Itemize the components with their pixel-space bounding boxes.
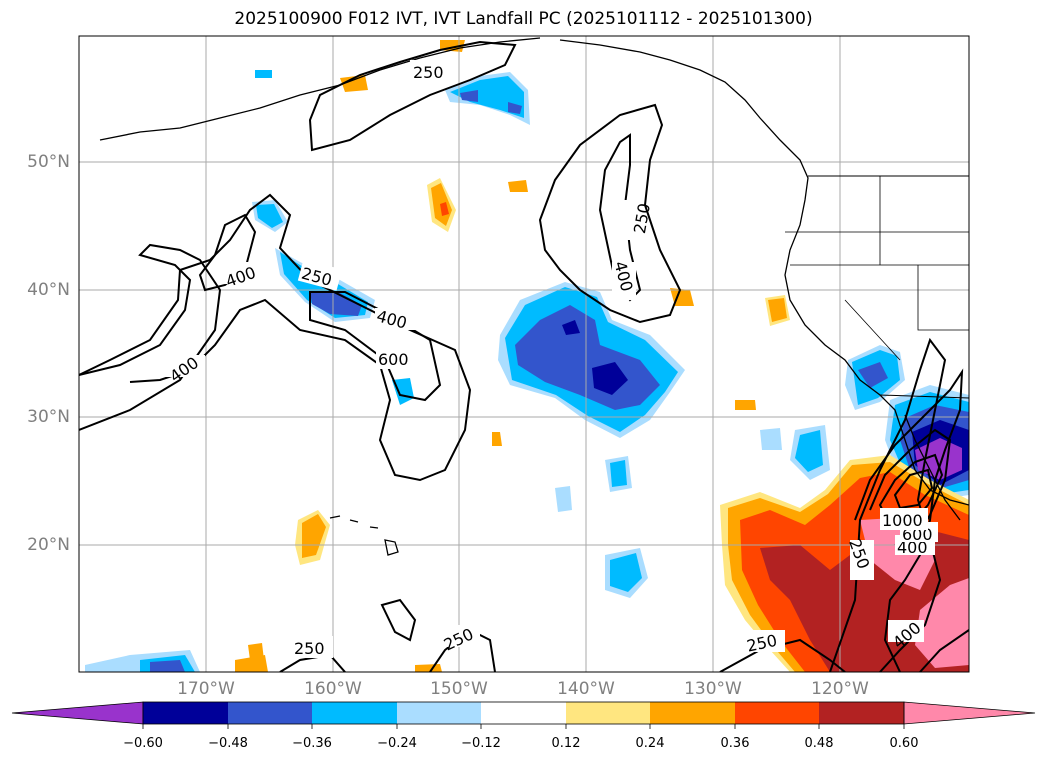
negative-pc-region-small-6-blue xyxy=(150,660,185,672)
state-borders xyxy=(785,176,969,361)
shaded-pc-field xyxy=(85,40,969,672)
colorbar-outline xyxy=(142,701,905,725)
positive-pc-region-11 xyxy=(248,643,264,660)
negative-pc-region-north-blue xyxy=(460,90,522,114)
ivt-contour-250-central xyxy=(538,103,682,324)
positive-pc-region-1-red xyxy=(440,202,449,216)
negative-pc-region-coast-blue xyxy=(858,362,888,388)
lon-label-120w: 120°W xyxy=(811,679,869,699)
contour-label-1000: 1000 xyxy=(882,511,923,530)
negative-pc-region-nw-cyan xyxy=(256,204,283,228)
colorbar-tick-5: −0.12 xyxy=(461,736,501,751)
lat-label-30n: 30°N xyxy=(27,407,70,427)
positive-pc-region-12 xyxy=(492,432,502,446)
colorbar-bin-navy xyxy=(143,702,228,724)
ivt-contours xyxy=(79,40,969,672)
colorbar-bin-yellow xyxy=(566,702,650,724)
colorbar-bin-blue xyxy=(228,702,312,724)
colorbar-bin-cyan xyxy=(312,702,397,724)
colorbar-tick-10: 0.60 xyxy=(889,736,919,751)
ivt-contour-600-west xyxy=(309,291,442,402)
contour-label-250-e: 250 xyxy=(294,639,325,658)
colorbar xyxy=(11,701,1036,729)
colorbar-tick-8: 0.36 xyxy=(720,736,750,751)
lat-label-40n: 40°N xyxy=(27,280,70,300)
colorbar-tick-1: −0.60 xyxy=(123,736,163,751)
colorbar-extend-high xyxy=(903,701,1036,725)
negative-pc-region-small-2-cyan xyxy=(795,430,823,472)
positive-pc-region-5 xyxy=(508,180,528,192)
lon-label-160w: 160°W xyxy=(304,679,362,699)
positive-pc-region-6 xyxy=(735,400,756,410)
ivt-contour-250-east xyxy=(829,337,947,672)
contour-label-250-a: 250 xyxy=(413,63,444,82)
colorbar-extend-low xyxy=(11,701,144,725)
ivt-contour-250-north xyxy=(308,40,517,152)
ivt-contour-250-south xyxy=(380,598,417,642)
colorbar-tick-4: −0.24 xyxy=(377,736,417,751)
negative-pc-region-west-blue xyxy=(310,292,362,316)
contour-label-400-e: 400 xyxy=(897,538,928,557)
colorbar-tick-2: −0.48 xyxy=(208,736,248,751)
positive-pc-region-2-orange xyxy=(302,514,326,558)
ivt-contour-250-south-4 xyxy=(719,638,846,672)
lon-label-150w: 150°W xyxy=(430,679,488,699)
lon-label-170w: 170°W xyxy=(177,679,235,699)
coastline-north-america xyxy=(559,39,969,506)
negative-pc-region-small-8 xyxy=(760,428,782,450)
positive-pc-region-4 xyxy=(670,288,694,306)
positive-pc-region-3-orange xyxy=(768,298,787,322)
colorbar-bin-orange xyxy=(650,702,735,724)
baja-california xyxy=(904,414,961,521)
contour-label-250-c: 250 xyxy=(630,202,654,235)
colorbar-tick-7: 0.24 xyxy=(635,736,665,751)
ivt-contour-400-inner xyxy=(198,213,257,292)
negative-pc-region-central-navy xyxy=(562,320,628,395)
ivt-contour-400-west xyxy=(79,193,472,482)
ivt-contour-east-sw xyxy=(919,629,969,672)
ivt-contour-400-east xyxy=(854,368,964,672)
negative-pc-region-small-4-cyan xyxy=(610,460,627,487)
map-frame xyxy=(78,35,970,673)
negative-pc-region-small-5 xyxy=(555,486,572,512)
island-hawaii xyxy=(329,515,399,556)
colorbar-tick-6: 0.12 xyxy=(551,736,581,751)
coastlines xyxy=(99,37,969,556)
positive-pc-region-10 xyxy=(415,664,442,672)
negative-pc-region-small-1 xyxy=(392,378,414,405)
negative-pc-region-small-7 xyxy=(255,70,272,78)
positive-pc-region-7 xyxy=(340,75,368,92)
negative-pc-region-small-3-cyan xyxy=(610,553,642,592)
border-us-mexico xyxy=(879,394,969,399)
lon-label-140w: 140°W xyxy=(557,679,615,699)
lat-label-20n: 20°N xyxy=(27,535,70,555)
map-title: 2025100900 F012 IVT, IVT Landfall PC (20… xyxy=(234,9,813,29)
colorbar-bin-lightblue xyxy=(397,702,481,724)
negative-pc-region-north-cyan xyxy=(450,76,524,118)
colorbar-tick-9: 0.48 xyxy=(804,736,834,751)
lon-label-130w: 130°W xyxy=(684,679,742,699)
colorbar-bin-redorange xyxy=(735,702,819,724)
contour-label-600-a: 600 xyxy=(378,350,409,369)
coastline-alaska xyxy=(99,37,541,141)
colorbar-bin-darkred xyxy=(819,702,904,724)
positive-pc-region-se-pink xyxy=(860,518,969,668)
colorbar-tick-3: −0.36 xyxy=(292,736,332,751)
lat-label-50n: 50°N xyxy=(27,152,70,172)
ivt-contour-250-west xyxy=(79,243,222,431)
colorbar-bin-white xyxy=(481,702,566,724)
